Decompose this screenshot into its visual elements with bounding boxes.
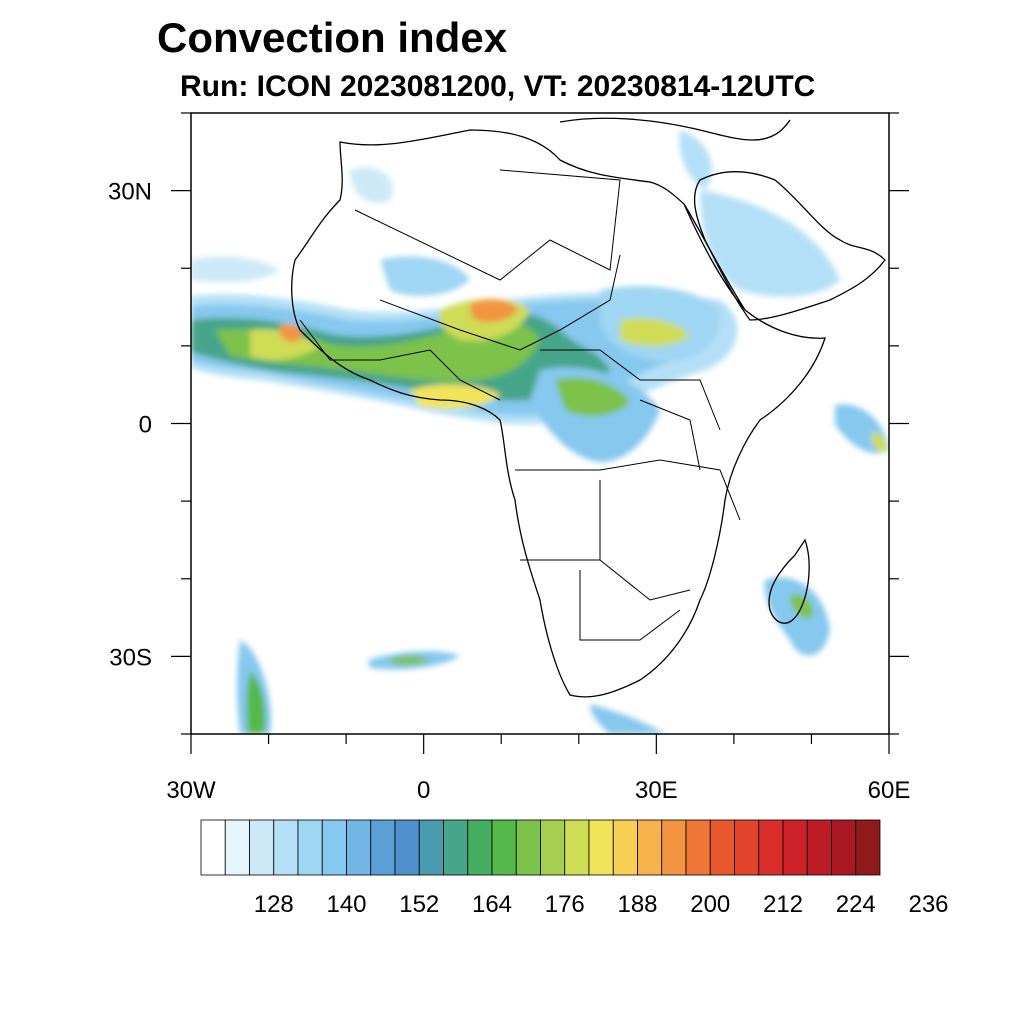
mediterranean-coast <box>559 117 791 141</box>
colorbar-swatch <box>685 819 711 876</box>
colorbar-swatch <box>515 819 541 876</box>
convection-shade <box>191 256 280 283</box>
colorbar-swatch <box>709 819 735 876</box>
convection-shade <box>700 190 840 297</box>
colorbar: 128 140 152 164 176 188 200 212 224 236 <box>200 819 949 918</box>
border-line <box>540 349 721 431</box>
colorbar-tick-label: 176 <box>545 891 585 918</box>
lat-tick-label: 0 <box>139 412 152 439</box>
colorbar-swatch <box>588 819 614 876</box>
border-line <box>354 169 621 281</box>
colorbar-tick-label: 140 <box>326 891 366 918</box>
colorbar-swatch <box>540 819 566 876</box>
colorbar-swatch <box>443 819 469 876</box>
border-line <box>520 559 691 601</box>
axis-labels: 30W 0 30E 60E 30N 0 30S <box>108 179 910 804</box>
colorbar-swatch <box>200 819 226 876</box>
convection-field <box>191 130 889 734</box>
border-line <box>299 319 501 401</box>
colorbar-tick-label: 128 <box>254 891 294 918</box>
colorbar-swatch <box>855 819 881 876</box>
colorbar-swatch <box>394 819 420 876</box>
colorbar-tick-label: 152 <box>399 891 439 918</box>
colorbar-swatch <box>637 819 663 876</box>
colorbar-swatch <box>273 819 299 876</box>
colorbar-swatch <box>491 819 517 876</box>
colorbar-tick-label: 236 <box>908 891 948 918</box>
border-line <box>515 459 741 521</box>
convection-shade <box>279 324 302 343</box>
red-sea <box>683 203 746 311</box>
colorbar-tick-label: 164 <box>472 891 512 918</box>
convection-shade <box>620 317 690 347</box>
colorbar-swatch <box>734 819 760 876</box>
colorbar-swatch <box>224 819 250 876</box>
border-line <box>379 254 621 351</box>
lon-tick-label: 30E <box>635 777 678 804</box>
border-line <box>579 570 681 641</box>
border-line <box>639 399 701 471</box>
colorbar-tick-label: 224 <box>836 891 876 918</box>
convection-shade <box>250 329 320 361</box>
colorbar-tick-label: 212 <box>763 891 803 918</box>
colorbar-swatch <box>612 819 638 876</box>
convection-shade <box>555 377 630 417</box>
colorbar-swatch <box>782 819 808 876</box>
colorbar-swatch <box>370 819 396 876</box>
map-title: Convection index <box>157 14 508 61</box>
convection-shade <box>470 299 518 323</box>
lat-tick-label: 30S <box>109 644 152 671</box>
lon-tick-label: 30W <box>166 777 216 804</box>
colorbar-swatch <box>297 819 323 876</box>
colorbar-swatch <box>249 819 275 876</box>
madagascar-outline <box>768 538 810 624</box>
axis-ticks <box>171 112 909 754</box>
colorbar-swatch <box>346 819 372 876</box>
convection-shade <box>764 577 830 656</box>
plot-area <box>191 113 889 734</box>
colorbar-swatch <box>661 819 687 876</box>
map-subtitle: Run: ICON 2023081200, VT: 20230814-12UTC <box>180 70 816 103</box>
convection-shade <box>390 655 430 665</box>
colorbar-tick-label: 200 <box>690 891 730 918</box>
colorbar-swatch <box>831 819 857 876</box>
colorbar-swatch <box>564 819 590 876</box>
colorbar-swatch <box>418 819 444 876</box>
colorbar-swatch <box>321 819 347 876</box>
africa-coastline <box>291 129 826 698</box>
lon-tick-label: 60E <box>868 777 911 804</box>
convection-shade <box>246 672 266 734</box>
lon-tick-label: 0 <box>417 777 430 804</box>
coastlines <box>291 117 886 698</box>
country-borders <box>299 169 741 641</box>
colorbar-swatch <box>758 819 784 876</box>
colorbar-swatch <box>467 819 493 876</box>
colorbar-tick-label: 188 <box>617 891 657 918</box>
convection-shade <box>410 384 500 409</box>
convection-shade <box>871 432 887 453</box>
colorbar-swatch <box>806 819 832 876</box>
convection-shade <box>679 130 712 190</box>
convection-shade <box>350 167 393 204</box>
convection-shade <box>380 256 470 296</box>
lat-tick-label: 30N <box>108 179 152 206</box>
convection-shade <box>590 704 665 734</box>
